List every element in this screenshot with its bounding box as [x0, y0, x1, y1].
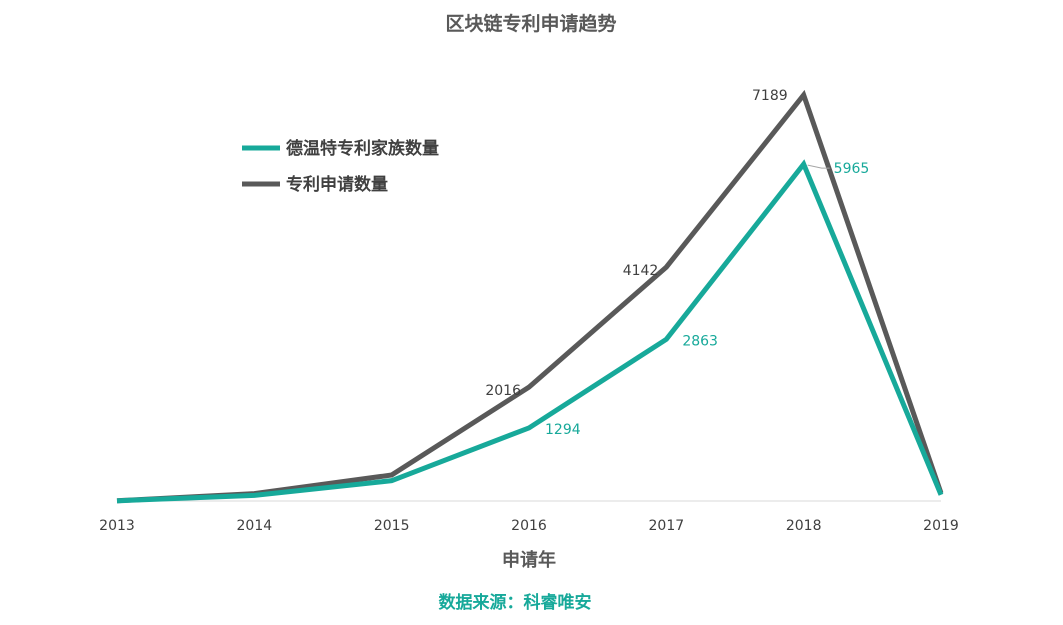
data-label: 7189	[752, 88, 788, 104]
series-line-0	[116, 159, 944, 504]
series-line-1	[116, 89, 944, 504]
x-tick-label: 2018	[786, 518, 822, 534]
data-label: 5965	[834, 161, 870, 177]
data-source: 数据来源：科睿唯安	[439, 592, 592, 613]
x-tick-label: 2015	[374, 518, 410, 534]
x-tick-label: 2013	[99, 518, 135, 534]
x-tick-label: 2014	[237, 518, 273, 534]
data-label: 1294	[545, 422, 581, 438]
x-axis-title: 申请年	[502, 549, 556, 571]
x-tick-label: 2016	[511, 518, 547, 534]
data-label-leader	[807, 164, 830, 169]
data-label: 4142	[623, 263, 659, 279]
x-tick-labels: 2013 2014 2015 2016 2017 2018 2019	[99, 518, 959, 534]
x-tick-label: 2017	[649, 518, 685, 534]
data-label: 2863	[682, 333, 718, 349]
x-tick-label: 2019	[923, 518, 959, 534]
legend-label-1: 专利申请数量	[286, 174, 388, 195]
legend: 德温特专利家族数量 专利申请数量	[242, 138, 439, 195]
series-lines	[116, 89, 944, 504]
data-label: 2016	[485, 383, 521, 399]
data-labels: 1294 2863 5965 2016 4142 7189	[485, 88, 869, 438]
chart-title: 区块链专利申请趋势	[445, 12, 616, 35]
legend-label-0: 德温特专利家族数量	[286, 138, 439, 159]
